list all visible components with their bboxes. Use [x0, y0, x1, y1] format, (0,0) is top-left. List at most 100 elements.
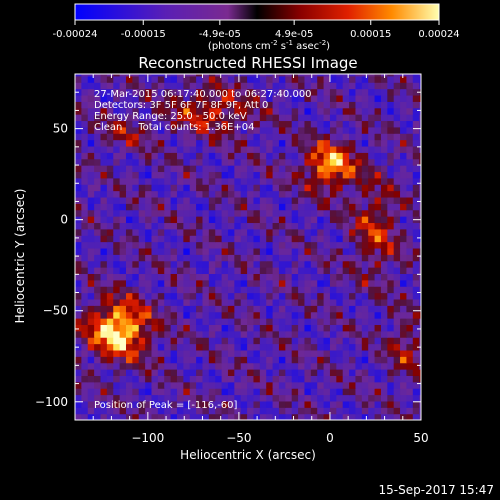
heatmap-cell [361, 260, 369, 268]
heatmap-cell [393, 139, 401, 147]
heatmap-cell [412, 152, 420, 160]
heatmap-cell [138, 286, 146, 294]
heatmap-cell [202, 286, 210, 294]
heatmap-cell [87, 133, 95, 141]
heatmap-cell [368, 279, 376, 287]
heatmap-cell [253, 254, 261, 262]
heatmap-cell [361, 343, 369, 351]
heatmap-cell [323, 228, 331, 236]
heatmap-cell [336, 247, 344, 255]
heatmap-cell [157, 381, 165, 389]
heatmap-cell [266, 305, 274, 313]
heatmap-cell [132, 337, 140, 345]
heatmap-cell [157, 254, 165, 262]
heatmap-cell [132, 114, 140, 122]
heatmap-cell [164, 349, 172, 357]
heatmap-cell [81, 184, 89, 192]
heatmap-cell [227, 101, 235, 109]
heatmap-cell [419, 203, 421, 211]
heatmap-cell [113, 94, 121, 102]
heatmap-cell [157, 407, 165, 415]
heatmap-cell [406, 413, 414, 420]
heatmap-cell [138, 75, 146, 83]
heatmap-cell [349, 369, 357, 376]
heatmap-cell [138, 94, 146, 102]
heatmap-cell [278, 362, 286, 370]
heatmap-cell [234, 279, 242, 287]
heatmap-cell [176, 343, 184, 351]
heatmap-cell [75, 222, 82, 230]
heatmap-cell [125, 145, 133, 153]
heatmap-cell [387, 330, 395, 338]
heatmap-cell [329, 209, 337, 217]
heatmap-cell [272, 75, 280, 83]
heatmap-cell [361, 407, 369, 415]
heatmap-cell [170, 349, 178, 357]
heatmap-cell [132, 267, 140, 275]
heatmap-cell [278, 241, 286, 249]
heatmap-cell [119, 209, 127, 217]
heatmap-cell [266, 292, 274, 300]
heatmap-cell [317, 190, 325, 198]
heatmap-cell [100, 158, 108, 166]
heatmap-cell [215, 203, 223, 211]
heatmap-cell [170, 279, 178, 287]
heatmap-cell [278, 279, 286, 287]
heatmap-cell [298, 145, 306, 153]
heatmap-cell [247, 247, 255, 255]
heatmap-cell [253, 145, 261, 153]
heatmap-cell [202, 222, 210, 230]
heatmap-cell [125, 343, 133, 351]
heatmap-cell [81, 177, 89, 185]
heatmap-cell [406, 165, 414, 173]
heatmap-cell [266, 375, 274, 383]
heatmap-cell [247, 343, 255, 351]
heatmap-cell [183, 279, 191, 287]
heatmap-cell [215, 394, 223, 402]
heatmap-cell [355, 381, 363, 389]
y-tick-label: −100 [35, 395, 68, 409]
heatmap-cell [240, 114, 248, 122]
heatmap-cell [259, 400, 267, 408]
heatmap-cell [113, 343, 121, 351]
heatmap-cell [189, 381, 197, 389]
heatmap-cell [291, 145, 299, 153]
heatmap-cell [259, 292, 267, 300]
heatmap-cell [310, 184, 318, 192]
heatmap-cell [94, 318, 102, 325]
heatmap-cell [387, 120, 395, 128]
x-tick-label: 50 [413, 431, 428, 445]
heatmap-cell [253, 362, 261, 370]
heatmap-cell [349, 196, 357, 204]
heatmap-cell [266, 318, 274, 325]
heatmap-cell [113, 133, 121, 141]
heatmap-cell [259, 82, 267, 90]
heatmap-cell [259, 75, 267, 83]
heatmap-cell [278, 413, 286, 420]
heatmap-cell [272, 133, 280, 141]
heatmap-cell [106, 273, 114, 281]
heatmap-cell [374, 273, 382, 281]
heatmap-cell [215, 286, 223, 294]
heatmap-cell [106, 369, 114, 376]
heatmap-cell [132, 190, 140, 198]
heatmap-cell [400, 120, 408, 128]
heatmap-cell [119, 177, 127, 185]
heatmap-cell [113, 349, 121, 357]
heatmap-cell [361, 101, 369, 109]
heatmap-cell [75, 75, 82, 83]
heatmap-cell [285, 343, 293, 351]
heatmap-cell [317, 273, 325, 281]
heatmap-cell [164, 343, 172, 351]
heatmap-cell [106, 286, 114, 294]
heatmap-cell [106, 356, 114, 364]
heatmap-cell [176, 305, 184, 313]
heatmap-cell [323, 413, 331, 420]
heatmap-cell [304, 241, 312, 249]
heatmap-cell [285, 133, 293, 141]
heatmap-cell [374, 101, 382, 109]
heatmap-cell [75, 260, 82, 268]
heatmap-cell [355, 133, 363, 141]
heatmap-cell [170, 318, 178, 325]
heatmap-cell [298, 369, 306, 376]
